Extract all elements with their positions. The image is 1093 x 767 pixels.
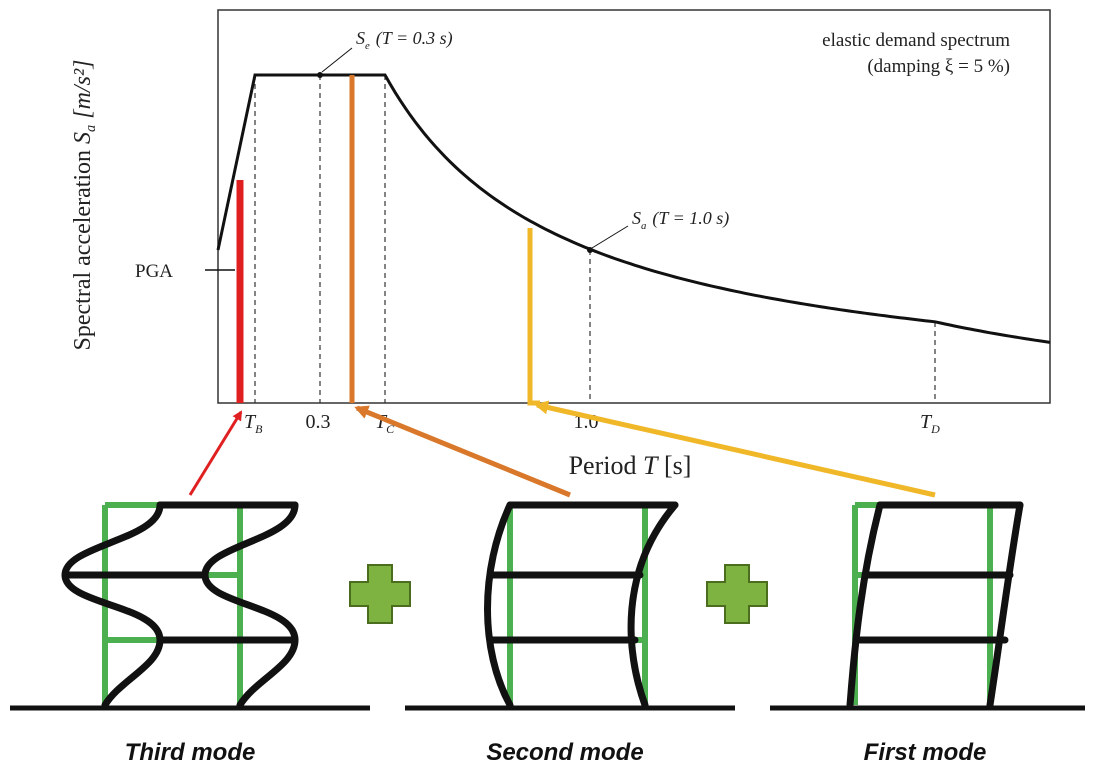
subscript: a bbox=[641, 220, 646, 232]
axis-text: Spectral acceleration bbox=[70, 150, 96, 351]
y-axis-label: Spectral acceleration Sa [m/s²] bbox=[70, 60, 101, 351]
first-mode-frame bbox=[850, 505, 1020, 705]
subscript: B bbox=[255, 422, 263, 436]
third-mode-frame bbox=[65, 505, 295, 705]
unit: [s] bbox=[664, 451, 691, 480]
page: Response spectrum and vibration modes {"… bbox=[0, 0, 1093, 767]
se-leader bbox=[322, 48, 352, 72]
subscript: a bbox=[83, 125, 99, 132]
symbol: S bbox=[632, 208, 641, 228]
tick-label: TD bbox=[920, 411, 940, 436]
symbol: S bbox=[70, 132, 96, 144]
axis-text: Period bbox=[569, 451, 637, 480]
annotation-line: elastic demand spectrum bbox=[822, 30, 1010, 51]
plus-sign bbox=[350, 565, 410, 623]
diagram: elastic demand spectrum (damping ξ = 5 %… bbox=[0, 0, 1093, 767]
label-text: (T = 0.3 s) bbox=[376, 28, 453, 49]
symbol: T bbox=[643, 451, 659, 480]
arrow-second bbox=[357, 408, 570, 495]
unit: [m/s²] bbox=[70, 60, 96, 119]
point-label: Sa (T = 1.0 s) bbox=[632, 208, 729, 232]
mode-label: Third mode bbox=[125, 739, 256, 766]
symbol: S bbox=[356, 28, 365, 48]
sa-leader bbox=[592, 226, 628, 248]
second-mode-frame bbox=[488, 505, 676, 705]
body: elastic demand spectrum (damping ξ = 5 %… bbox=[0, 0, 1093, 767]
tick-label: 0.3 bbox=[306, 411, 331, 433]
subscript: e bbox=[365, 40, 370, 52]
point-label: Se (T = 0.3 s) bbox=[356, 28, 453, 52]
guides bbox=[255, 75, 935, 403]
arrow-third bbox=[190, 412, 241, 495]
first-mode-bar bbox=[530, 228, 540, 403]
label-text: (T = 1.0 s) bbox=[652, 208, 729, 229]
annotation-line: (damping ξ = 5 %) bbox=[867, 56, 1010, 77]
plus-sign bbox=[707, 565, 767, 623]
point-03 bbox=[317, 72, 323, 78]
pga-label: PGA bbox=[135, 261, 173, 282]
mode-label: Second mode bbox=[486, 739, 643, 766]
x-axis-label: Period T [s] bbox=[569, 451, 692, 480]
subscript: D bbox=[930, 422, 940, 436]
arrow-first bbox=[537, 405, 935, 495]
mode-label: First mode bbox=[864, 739, 987, 766]
tick-label: TB bbox=[244, 411, 263, 436]
